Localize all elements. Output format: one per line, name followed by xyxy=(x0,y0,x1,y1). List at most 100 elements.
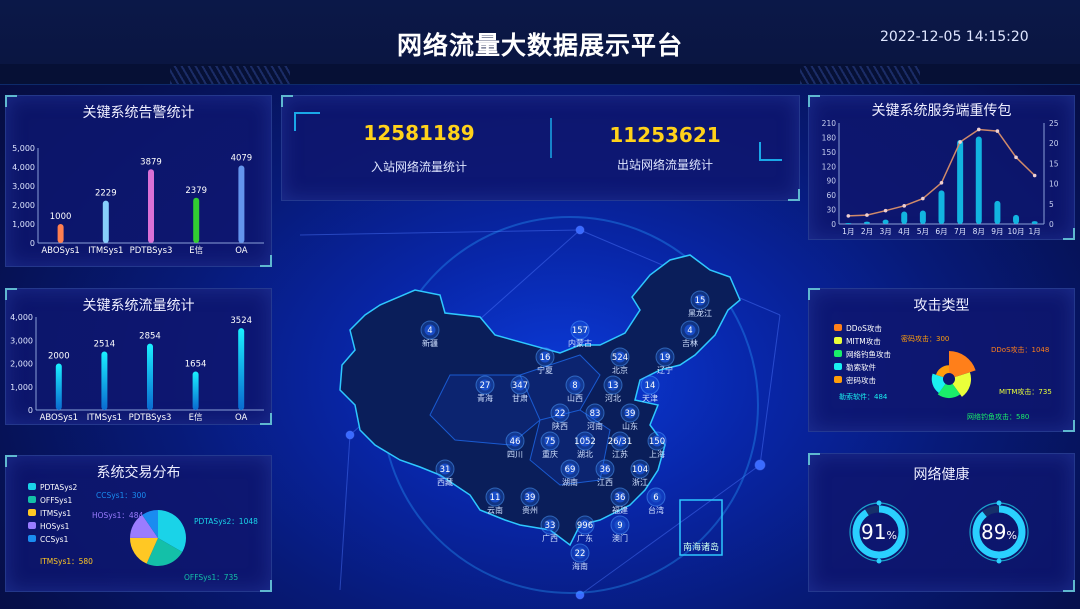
province-label: 宁夏 xyxy=(537,365,553,375)
gauge-dot xyxy=(876,500,882,506)
traffic-bar-chart: 0 1,000 2,000 3,000 4,000 2000 ABOSys1 2514 ITMS… xyxy=(10,313,264,423)
bar xyxy=(55,363,62,410)
line-point xyxy=(1032,173,1037,178)
marker-dot xyxy=(569,379,581,391)
marker-value: 9 xyxy=(617,521,622,531)
marker-dot xyxy=(650,491,662,503)
legend-swatch xyxy=(28,522,36,529)
y-tick-label: 0 xyxy=(28,406,33,415)
marker-value: 11 xyxy=(490,493,501,503)
legend-item: HOSys1 xyxy=(40,522,70,531)
province-label: 河南 xyxy=(587,421,603,431)
line-point xyxy=(1014,155,1018,160)
slice-label: 网络钓鱼攻击：580 xyxy=(967,412,1029,421)
alarm-bar-chart: 0 1,000 2,000 3,000 4,000 5,000 1000 ABOSys1 222… xyxy=(12,144,264,256)
rose-slice xyxy=(935,365,949,378)
y-tick-label: 90 xyxy=(826,177,836,186)
rose-slice xyxy=(937,383,961,399)
slice-label: PDTASys2：1048 xyxy=(194,517,258,526)
marker-value: 150 xyxy=(649,437,665,447)
y-tick-label: 210 xyxy=(822,119,837,128)
legend-swatch xyxy=(834,350,842,357)
province-label: 西藏 xyxy=(437,477,453,487)
marker-value: 6 xyxy=(653,493,658,503)
marker-value: 83 xyxy=(590,409,601,419)
province-label: 山西 xyxy=(567,393,583,403)
x-tick-label: OA xyxy=(235,246,248,256)
bar xyxy=(193,197,200,243)
gauge-dot xyxy=(996,558,1002,564)
province-label: 澳门 xyxy=(612,533,628,543)
datetime: 2022-12-05 14:15:20 xyxy=(880,29,1029,45)
marker-dot xyxy=(614,519,626,531)
province-label: 台湾 xyxy=(648,505,664,515)
line-point xyxy=(921,196,925,201)
province-label: 四川 xyxy=(507,450,523,459)
marker-value: 36 xyxy=(600,465,611,475)
x-tick-label: 6月 xyxy=(935,227,947,236)
marker-value: 22 xyxy=(575,549,586,559)
marker-value: 157 xyxy=(572,326,588,336)
outbound-value: 11253621 xyxy=(609,123,721,147)
province-label: 天津 xyxy=(642,393,658,403)
data-label: 1000 xyxy=(50,212,72,222)
data-label: 2229 xyxy=(95,189,117,199)
china-map[interactable]: 南海诸岛 4 新疆 15 黑龙江 4 吉林 19 辽宁 157 内蒙古 524 北京 14 天津 16 宁夏 8… xyxy=(280,205,800,605)
y-tick-label: 2,000 xyxy=(12,201,35,210)
inbound-value: 12581189 xyxy=(363,121,475,145)
marker-value: 16 xyxy=(540,353,551,363)
summary-panel: 12581189 入站网络流量统计 11253621 出站网络流量统计 xyxy=(281,95,800,201)
health-panel: 网络健康 91% 89% xyxy=(808,453,1075,592)
province-label: 江西 xyxy=(597,478,613,487)
marker-dot xyxy=(514,379,526,391)
legend-swatch xyxy=(834,337,842,344)
x-tick-label: ABOSys1 xyxy=(41,246,79,256)
marker-dot xyxy=(554,407,566,419)
legend-swatch xyxy=(28,535,36,542)
province-label: 新疆 xyxy=(422,338,438,348)
bar xyxy=(938,190,945,224)
bar xyxy=(863,221,870,224)
gauge-fill xyxy=(972,505,1026,559)
marker-dot xyxy=(589,407,601,419)
retrans-panel: 关键系统服务端重传包 0 30 60 90 120 150 180 210 0 5 10 15 20 25… xyxy=(808,95,1075,240)
bar xyxy=(101,351,108,410)
marker-value: 27 xyxy=(480,381,491,391)
legend-item: 密码攻击 xyxy=(846,375,876,385)
y2-tick-label: 10 xyxy=(1049,180,1059,189)
marker-value: 996 xyxy=(577,521,593,531)
marker-dot xyxy=(509,435,521,447)
marker-dot xyxy=(574,324,586,336)
marker-value: 14 xyxy=(645,381,656,391)
marker-dot xyxy=(524,491,536,503)
bar xyxy=(975,136,982,224)
legend-swatch xyxy=(28,509,36,516)
x-tick-label: ITMSys1 xyxy=(87,413,122,423)
x-tick-label: 4月 xyxy=(898,227,910,236)
y-tick-label: 0 xyxy=(30,239,35,248)
marker-dot xyxy=(614,351,626,363)
slice-label: 勒索软件：484 xyxy=(839,392,888,401)
province-label: 青海 xyxy=(477,393,493,403)
panel-title: 关键系统告警统计 xyxy=(82,105,195,121)
marker-dot xyxy=(694,294,706,306)
line-point xyxy=(939,180,944,185)
marker-dot xyxy=(684,324,696,336)
legend-swatch xyxy=(28,483,36,490)
slice-label: HOSys1：484 xyxy=(92,511,143,520)
marker-dot xyxy=(614,491,626,503)
x-tick-label: 2月 xyxy=(861,227,873,236)
marker-dot xyxy=(439,463,451,475)
gauge-dot xyxy=(876,558,882,564)
marker-dot xyxy=(607,379,619,391)
line-point xyxy=(995,129,1000,133)
marker-dot xyxy=(599,463,611,475)
bar xyxy=(102,200,109,243)
marker-value: 4 xyxy=(687,326,692,336)
marker-value: 75 xyxy=(545,437,556,447)
bar xyxy=(901,211,908,224)
y-tick-label: 60 xyxy=(826,191,836,200)
legend-item: PDTASys2 xyxy=(40,483,78,492)
marker-dot xyxy=(574,547,586,559)
